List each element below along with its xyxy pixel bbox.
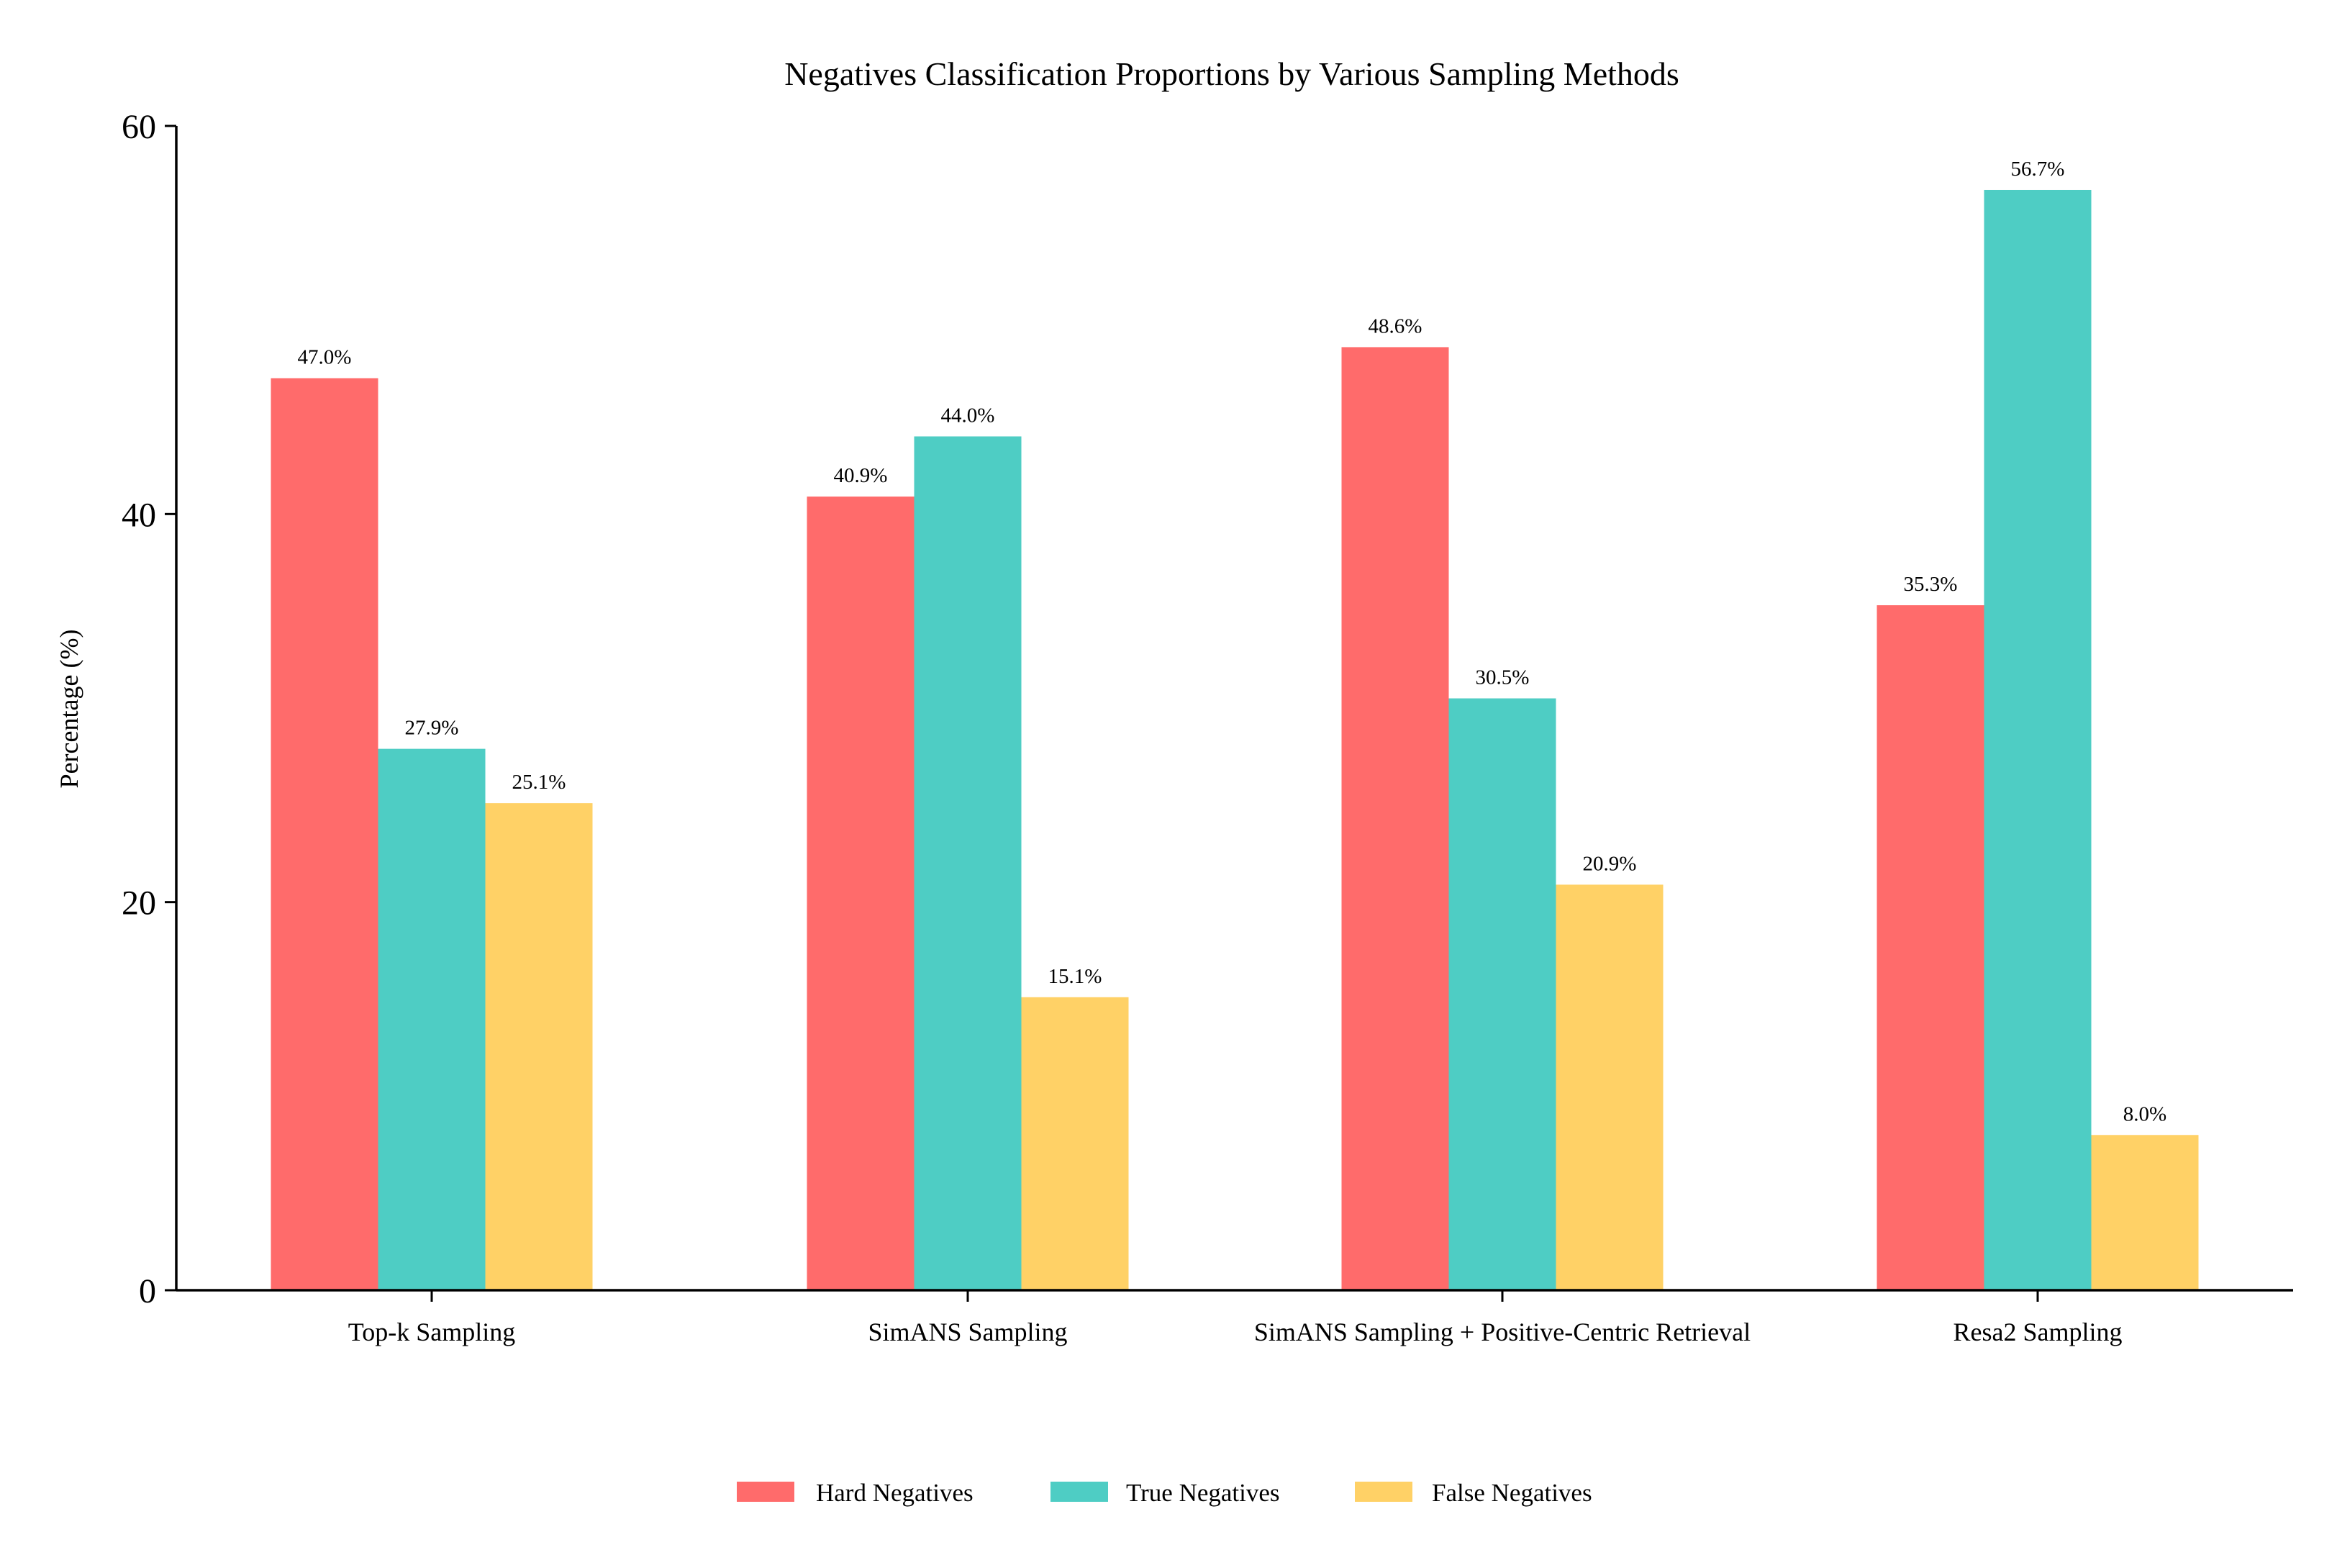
bar — [1021, 997, 1129, 1290]
bar-value-label: 25.1% — [512, 771, 566, 794]
y-tick-label: 0 — [139, 1272, 156, 1310]
bar-value-label: 40.9% — [834, 464, 888, 487]
legend-swatch — [1355, 1482, 1412, 1502]
bar — [485, 803, 593, 1290]
x-axis-ticks: Top-k Sampling SimANS Sampling SimANS Samp… — [348, 1290, 2123, 1346]
bar-value-label: 30.5% — [1476, 666, 1530, 689]
bar-value-label: 44.0% — [941, 404, 995, 427]
x-tick-label: Top-k Sampling — [348, 1318, 515, 1346]
y-tick-label: 20 — [122, 884, 156, 923]
y-tick-label: 60 — [122, 108, 156, 146]
bar-value-label: 20.9% — [1583, 852, 1637, 875]
x-tick-label: Resa2 Sampling — [1953, 1318, 2123, 1346]
bar-value-label: 47.0% — [298, 346, 352, 369]
bar-value-label: 15.1% — [1048, 965, 1102, 988]
bar-value-label: 35.3% — [1904, 573, 1958, 596]
value-labels: 47.0% 40.9% 48.6% 35.3% 27.9% 44.0% 30.5% 56.7%… — [298, 158, 2167, 1125]
bar — [1448, 698, 1556, 1290]
bar — [1984, 189, 2092, 1290]
bar-value-label: 48.6% — [1369, 314, 1422, 337]
x-tick-label: SimANS Sampling + Positive-Centric Retri… — [1254, 1318, 1751, 1346]
bar — [1556, 884, 1664, 1290]
legend-item: False Negatives — [1355, 1479, 1592, 1507]
x-tick-label: SimANS Sampling — [868, 1318, 1067, 1346]
bar-value-label: 56.7% — [2011, 158, 2065, 181]
legend-swatch — [1050, 1482, 1108, 1502]
bar — [271, 378, 378, 1290]
bar-value-label: 27.9% — [405, 717, 459, 740]
legend-item: Hard Negatives — [737, 1479, 974, 1507]
bar — [807, 497, 915, 1290]
y-axis-ticks: 0 20 40 60 — [122, 108, 176, 1310]
legend-label: Hard Negatives — [816, 1479, 974, 1507]
y-axis-label: Percentage (%) — [55, 630, 83, 789]
legend-item: True Negatives — [1050, 1479, 1280, 1507]
bar-plot-area — [271, 189, 2199, 1290]
bar — [914, 436, 1022, 1290]
bar — [2091, 1135, 2199, 1290]
bar — [1877, 605, 1984, 1290]
chart-title: Negatives Classification Proportions by … — [784, 55, 1679, 92]
legend-label: True Negatives — [1126, 1479, 1280, 1507]
bar — [378, 748, 486, 1290]
legend-label: False Negatives — [1432, 1479, 1592, 1507]
bar-value-label: 8.0% — [2123, 1102, 2166, 1125]
chart-legend: Hard Negatives True Negatives False Negati… — [737, 1479, 1592, 1507]
bar — [1341, 347, 1449, 1290]
legend-swatch — [737, 1482, 794, 1502]
y-tick-label: 40 — [122, 496, 156, 534]
